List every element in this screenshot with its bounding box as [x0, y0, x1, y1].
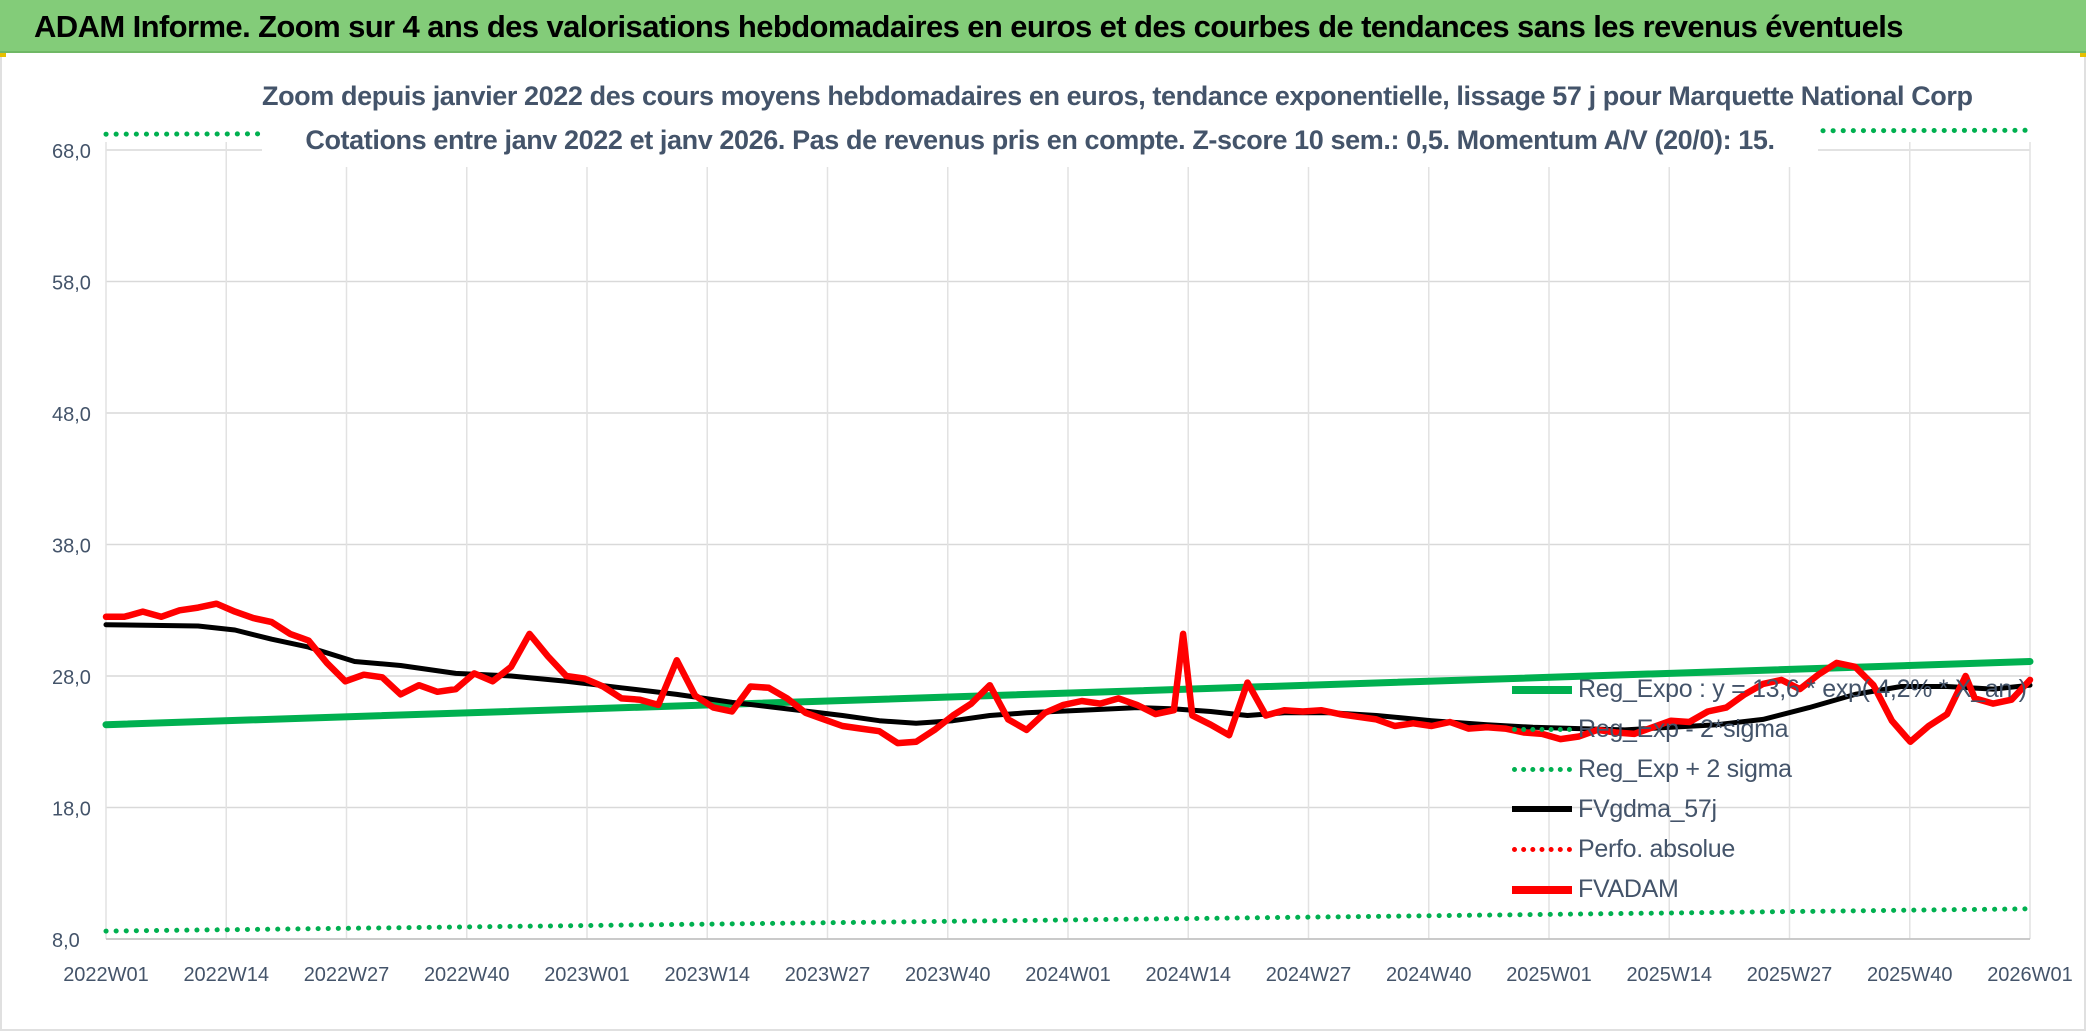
x-tick-label: 2025W01 — [1506, 964, 1592, 986]
legend-symbol — [1512, 886, 1572, 894]
legend-item: FVgdma_57j — [1512, 795, 2032, 825]
x-tick-label: 2024W01 — [1025, 964, 1111, 986]
legend-label: Reg_Exp - 2*sigma — [1578, 715, 1789, 743]
legend-symbol — [1512, 847, 1572, 852]
y-tick-label: 58,0 — [52, 273, 91, 295]
x-tick-label: 2023W40 — [905, 964, 991, 986]
x-tick-label: 2025W40 — [1867, 964, 1953, 986]
frame-corner-right — [2080, 53, 2086, 57]
y-tick-label: 18,0 — [52, 799, 91, 821]
x-tick-label: 2024W14 — [1145, 964, 1231, 986]
legend-item: FVADAM — [1512, 875, 2032, 905]
x-tick-label: 2025W14 — [1626, 964, 1712, 986]
legend-label: Reg_Exp + 2 sigma — [1578, 755, 1792, 783]
chart-subtitle: Cotations entre janv 2022 et janv 2026. … — [305, 125, 1775, 155]
legend-label: Reg_Expo : y = 13,6 * exp( 4,2% * X_an ) — [1578, 675, 2027, 703]
frame-corner-left — [0, 53, 6, 57]
y-tick-label: 48,0 — [52, 404, 91, 426]
legend-item: Reg_Exp - 2*sigma — [1512, 715, 2032, 745]
x-tick-label: 2024W40 — [1386, 964, 1472, 986]
x-tick-label: 2022W40 — [424, 964, 510, 986]
legend-label: Perfo. absolue — [1578, 835, 1736, 863]
x-tick-label: 2022W14 — [183, 964, 269, 986]
series-line-reg-exp-2-sigma — [103, 906, 2033, 934]
report-title: ADAM Informe. Zoom sur 4 ans des valoris… — [34, 9, 1904, 44]
series-line-fvgdma-57j — [103, 622, 2033, 733]
legend-symbol — [1512, 686, 1572, 694]
legend-item: Perfo. absolue — [1512, 835, 2032, 865]
legend-symbol — [1512, 727, 1572, 732]
x-tick-label: 2023W01 — [544, 964, 630, 986]
x-tick-label: 2022W01 — [63, 964, 149, 986]
y-tick-label: 38,0 — [52, 536, 91, 558]
chart-frame — [0, 53, 2086, 1031]
x-tick-label: 2022W27 — [304, 964, 390, 986]
x-tick-label: 2023W14 — [664, 964, 750, 986]
y-tick-label: 28,0 — [52, 667, 91, 689]
x-tick-label: 2025W27 — [1747, 964, 1833, 986]
legend-label: FVgdma_57j — [1578, 795, 1717, 823]
series-line-fvadam — [102, 600, 2034, 747]
series-line-reg-expo-y-13-6-exp-4-2-x-an — [102, 658, 2034, 729]
x-tick-label: 2024W27 — [1266, 964, 1352, 986]
legend-symbol — [1512, 767, 1572, 772]
chart-title: Zoom depuis janvier 2022 des cours moyen… — [262, 81, 1973, 111]
y-tick-label: 68,0 — [52, 141, 91, 163]
legend-label: FVADAM — [1578, 875, 1679, 903]
chart-title-box: Zoom depuis janvier 2022 des cours moyen… — [262, 75, 1973, 167]
legend-item: Reg_Exp + 2 sigma — [1512, 755, 2032, 785]
y-tick-label: 8,0 — [52, 930, 80, 952]
legend-symbol — [1512, 806, 1572, 812]
legend-item: Reg_Expo : y = 13,6 * exp( 4,2% * X_an ) — [1512, 675, 2032, 705]
report-header: ADAM Informe. Zoom sur 4 ans des valoris… — [0, 0, 2086, 53]
x-tick-label: 2023W27 — [785, 964, 871, 986]
x-tick-label: 2026W01 — [1987, 964, 2073, 986]
